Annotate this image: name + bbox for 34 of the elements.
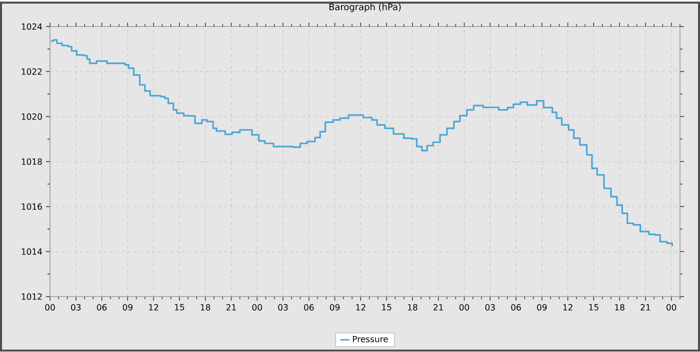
- chart-title: Barograph (hPa): [329, 4, 401, 12]
- x-tick-label: 00: [45, 304, 55, 311]
- y-tick-label: 1022: [22, 68, 42, 76]
- x-tick-label: 12: [149, 304, 158, 311]
- y-tick-label: 1020: [22, 114, 42, 120]
- x-tick-label: 15: [382, 304, 392, 311]
- x-tick-label: 03: [278, 304, 288, 311]
- x-tick-label: 18: [200, 304, 210, 311]
- y-tick-label: 1024: [22, 24, 42, 30]
- x-tick-label: 09: [122, 304, 132, 311]
- x-tick-label: 06: [304, 304, 314, 311]
- y-tick-label: 1012: [22, 294, 42, 300]
- x-tick-label: 12: [563, 304, 572, 311]
- x-tick-label: 09: [330, 304, 340, 311]
- x-tick-label: 06: [511, 304, 521, 311]
- x-tick-label: 00: [666, 304, 676, 311]
- x-tick-label: 18: [615, 304, 624, 311]
- x-tick-label: 03: [71, 304, 81, 311]
- y-tick-label: 1018: [22, 158, 42, 166]
- x-tick-label: 00: [252, 304, 262, 311]
- x-tick-label: 21: [226, 304, 236, 311]
- x-tick-label: 03: [485, 304, 495, 311]
- y-tick-label: 1014: [22, 248, 42, 256]
- x-tick-label: 21: [434, 304, 443, 311]
- x-tick-label: 06: [96, 304, 107, 311]
- x-tick-label: 09: [537, 304, 547, 311]
- x-tick-label: 15: [175, 304, 184, 311]
- x-tick-label: 12: [356, 304, 366, 311]
- x-tick-label: 18: [408, 304, 418, 311]
- y-tick-label: 1016: [22, 204, 42, 210]
- legend-label: Pressure: [352, 336, 388, 342]
- x-tick-label: 21: [640, 304, 650, 311]
- x-tick-label: 15: [589, 304, 598, 311]
- x-tick-label: 00: [459, 304, 470, 311]
